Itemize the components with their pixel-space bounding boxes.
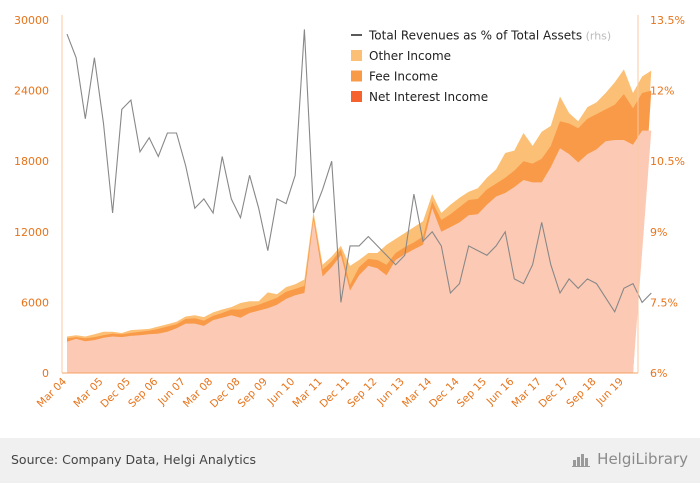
y-right-tick-label: 7.5%: [650, 296, 678, 309]
source-text: Source: Company Data, Helgi Analytics: [11, 452, 257, 467]
legend-label: Fee Income: [369, 70, 438, 84]
x-tick-label: Dec 05: [98, 376, 133, 411]
x-tick-label: Dec 08: [208, 376, 243, 411]
y-left-tick-label: 12000: [14, 226, 49, 239]
y-right-tick-label: 10.5%: [650, 155, 685, 168]
x-tick-label: Sep 12: [345, 376, 379, 410]
y-right-tick-label: 12%: [650, 85, 674, 98]
y-left-tick-label: 30000: [14, 14, 49, 27]
legend-label: Other Income: [369, 49, 451, 63]
bar-chart-logo-icon: [572, 454, 591, 467]
legend: Total Revenues as % of Total Assets (rhs…: [351, 29, 611, 104]
legend-label: Total Revenues as % of Total Assets (rhs…: [368, 29, 611, 43]
x-tick-label: Sep 18: [564, 376, 598, 410]
area-net-interest-income: [67, 130, 652, 373]
x-tick-label: Sep 15: [455, 376, 489, 410]
line-total-revenues-pct: [66, 29, 652, 314]
legend-box-swatch: [351, 70, 362, 82]
axes: [61, 15, 639, 374]
brand-name: HelgiLibrary: [597, 450, 688, 468]
y-left-tick-label: 24000: [14, 85, 49, 98]
y-left-tick-label: 0: [42, 367, 49, 380]
line-layer: [66, 29, 652, 314]
x-tick-label: Dec 17: [537, 376, 572, 411]
legend-suffix: (rhs): [582, 30, 611, 43]
y-right-tick-label: 6%: [650, 367, 667, 380]
legend-box-swatch: [351, 50, 362, 61]
y-left-tick-label: 6000: [21, 296, 49, 309]
y-right-tick-label: 9%: [650, 226, 667, 239]
legend-box-swatch: [351, 91, 362, 102]
x-tick-label: Jun 19: [593, 376, 626, 409]
legend-label: Net Interest Income: [369, 90, 488, 104]
y-right-tick-label: 13.5%: [650, 14, 685, 27]
y-left-tick-label: 18000: [14, 155, 49, 168]
x-tick-label: Sep 06: [126, 375, 161, 410]
x-tick-label: Sep 09: [236, 376, 270, 410]
revenue-area-chart: 0 6000 12000 18000 24000 30000 6% 7.5% 9% 10.5% 12…: [14, 14, 685, 411]
brand[interactable]: HelgiLibrary: [572, 450, 688, 468]
x-tick-label: Dec 14: [427, 375, 462, 410]
x-tick-label: Dec 11: [317, 376, 352, 411]
x-tick-label: Mar 04: [35, 375, 70, 410]
area-layer: [67, 69, 652, 374]
footer: Source: Company Data, Helgi Analytics He…: [0, 438, 700, 483]
